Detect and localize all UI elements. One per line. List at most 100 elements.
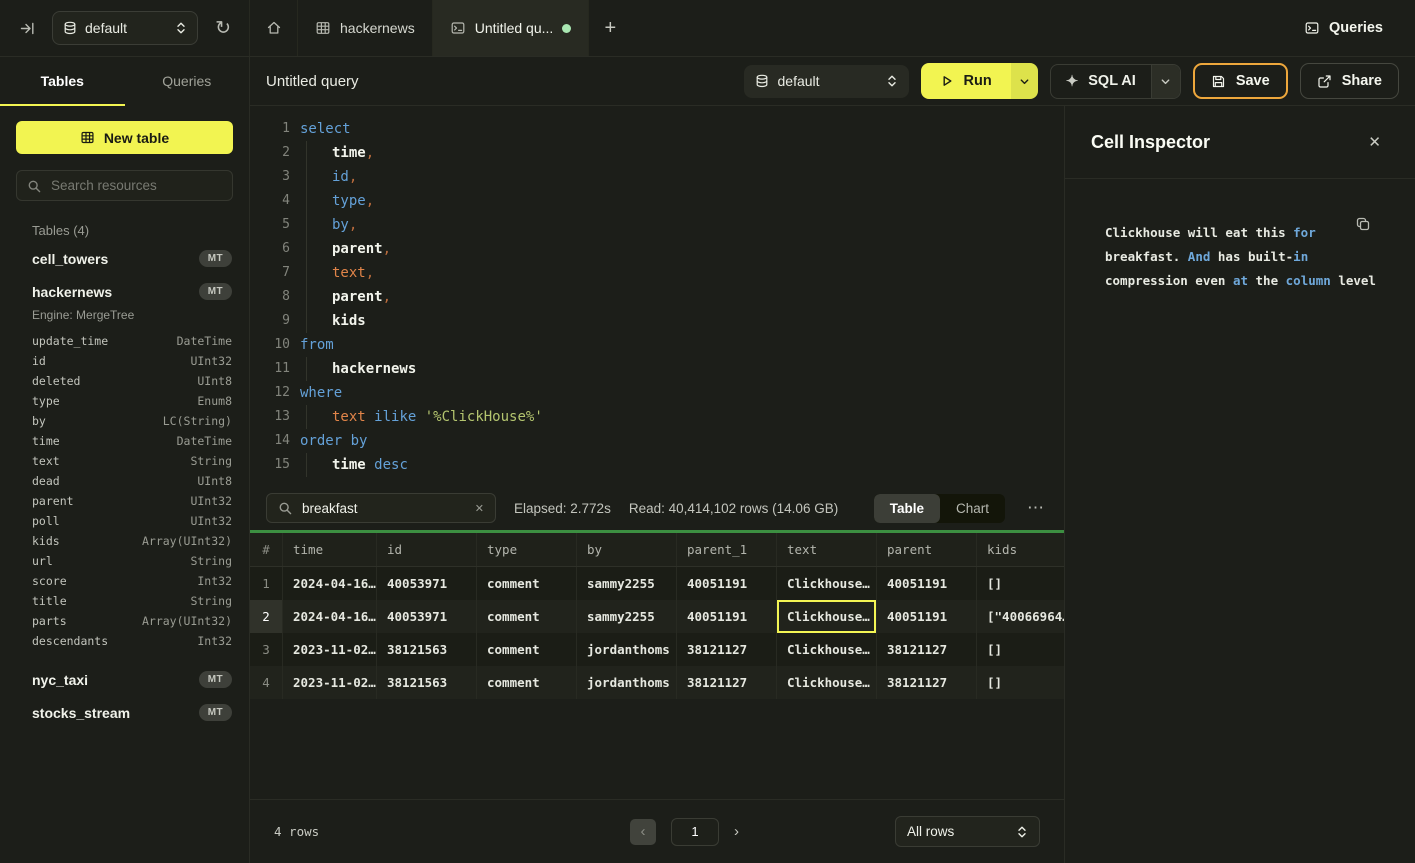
table-list-item-stocks_stream[interactable]: stocks_streamMT xyxy=(32,696,232,729)
table-column-row[interactable]: textString xyxy=(32,451,232,471)
table-column-row[interactable]: timeDateTime xyxy=(32,431,232,451)
sidebar-tab-queries[interactable]: Queries xyxy=(125,57,250,105)
new-table-button[interactable]: New table xyxy=(16,121,233,154)
grid-cell[interactable]: 40051191 xyxy=(877,600,977,633)
sql-ai-button[interactable]: ✦ SQL AI xyxy=(1051,65,1151,98)
previous-page-button[interactable]: ‹ xyxy=(630,819,656,845)
table-column-row[interactable]: titleString xyxy=(32,591,232,611)
grid-cell[interactable]: 40053971 xyxy=(377,567,477,600)
row-number-cell[interactable]: 1 xyxy=(250,567,283,600)
grid-header-cell[interactable]: parent_1 xyxy=(677,533,777,566)
editor-line-1[interactable]: 1select xyxy=(250,117,1064,141)
editor-line-6[interactable]: 6parent, xyxy=(250,237,1064,261)
copy-cell-button[interactable] xyxy=(1349,215,1377,233)
editor-line-13[interactable]: 13text ilike '%ClickHouse%' xyxy=(250,405,1064,429)
row-number-cell[interactable]: 2 xyxy=(250,600,283,633)
row-number-cell[interactable]: 4 xyxy=(250,666,283,699)
more-options-icon[interactable]: ⋯ xyxy=(1023,498,1048,518)
table-list-item-nyc_taxi[interactable]: nyc_taxiMT xyxy=(32,663,232,696)
grid-cell[interactable]: 2023-11-02… xyxy=(283,666,377,699)
refresh-button[interactable]: ↻ xyxy=(211,15,235,42)
grid-header-cell[interactable]: id xyxy=(377,533,477,566)
grid-cell[interactable]: Clickhouse… xyxy=(777,567,877,600)
table-column-row[interactable]: typeEnum8 xyxy=(32,391,232,411)
grid-cell[interactable]: comment xyxy=(477,567,577,600)
page-number-input[interactable] xyxy=(671,818,719,846)
editor-line-2[interactable]: 2time, xyxy=(250,141,1064,165)
table-list-item-hackernews[interactable]: hackernewsMT xyxy=(32,275,232,308)
grid-row[interactable]: 42023-11-02…38121563commentjordanthoms38… xyxy=(250,666,1064,699)
grid-cell[interactable]: comment xyxy=(477,633,577,666)
run-button[interactable]: Run xyxy=(921,63,1011,99)
table-column-row[interactable]: pollUInt32 xyxy=(32,511,232,531)
run-options-button[interactable] xyxy=(1011,63,1038,99)
editor-line-4[interactable]: 4type, xyxy=(250,189,1064,213)
table-column-row[interactable]: scoreInt32 xyxy=(32,571,232,591)
grid-cell[interactable]: sammy2255 xyxy=(577,600,677,633)
grid-cell[interactable]: sammy2255 xyxy=(577,567,677,600)
table-column-row[interactable]: idUInt32 xyxy=(32,351,232,371)
share-button[interactable]: Share xyxy=(1300,63,1399,99)
grid-cell[interactable]: Clickhouse… xyxy=(777,633,877,666)
editor-line-8[interactable]: 8parent, xyxy=(250,285,1064,309)
editor-line-7[interactable]: 7text, xyxy=(250,261,1064,285)
grid-cell[interactable]: 40051191 xyxy=(877,567,977,600)
table-column-row[interactable]: kidsArray(UInt32) xyxy=(32,531,232,551)
grid-cell[interactable]: jordanthoms xyxy=(577,633,677,666)
grid-cell[interactable]: jordanthoms xyxy=(577,666,677,699)
editor-line-3[interactable]: 3id, xyxy=(250,165,1064,189)
table-column-row[interactable]: byLC(String) xyxy=(32,411,232,431)
queries-button[interactable]: Queries xyxy=(1298,19,1389,37)
grid-cell[interactable]: Clickhouse… xyxy=(777,666,877,699)
tab-hackernews[interactable]: hackernews xyxy=(298,0,433,56)
table-column-row[interactable]: update_timeDateTime xyxy=(32,331,232,351)
next-page-button[interactable]: › xyxy=(734,823,739,840)
view-toggle-table[interactable]: Table xyxy=(874,494,940,523)
grid-row[interactable]: 12024-04-16…40053971commentsammy22554005… xyxy=(250,567,1064,600)
table-column-row[interactable]: deletedUInt8 xyxy=(32,371,232,391)
grid-header-cell[interactable]: type xyxy=(477,533,577,566)
grid-header-cell[interactable]: # xyxy=(250,533,283,566)
editor-line-10[interactable]: 10from xyxy=(250,333,1064,357)
grid-cell[interactable]: [] xyxy=(977,633,1064,666)
grid-header-cell[interactable]: parent xyxy=(877,533,977,566)
clear-search-icon[interactable]: ✕ xyxy=(475,502,484,515)
table-list-item-cell_towers[interactable]: cell_towersMT xyxy=(32,242,232,275)
table-column-row[interactable]: descendantsInt32 xyxy=(32,631,232,651)
new-tab-button[interactable]: + xyxy=(589,0,631,56)
grid-cell[interactable]: comment xyxy=(477,600,577,633)
grid-cell[interactable]: 38121127 xyxy=(877,666,977,699)
grid-header-cell[interactable]: time xyxy=(283,533,377,566)
grid-cell[interactable]: ["40066964… xyxy=(977,600,1064,633)
grid-cell[interactable]: 38121127 xyxy=(677,633,777,666)
grid-header-cell[interactable]: by xyxy=(577,533,677,566)
grid-cell[interactable]: Clickhouse… xyxy=(777,600,877,633)
grid-cell[interactable]: 2024-04-16… xyxy=(283,567,377,600)
grid-cell[interactable]: 2023-11-02… xyxy=(283,633,377,666)
grid-cell[interactable]: [] xyxy=(977,666,1064,699)
grid-cell[interactable]: 40051191 xyxy=(677,567,777,600)
grid-cell[interactable]: 38121563 xyxy=(377,666,477,699)
topbar-database-selector[interactable]: default xyxy=(52,11,198,45)
editor-line-15[interactable]: 15time desc xyxy=(250,453,1064,477)
page-size-selector[interactable]: All rows xyxy=(895,816,1040,847)
grid-cell[interactable]: 40053971 xyxy=(377,600,477,633)
editor-line-14[interactable]: 14order by xyxy=(250,429,1064,453)
grid-cell[interactable]: 38121127 xyxy=(677,666,777,699)
grid-cell[interactable]: 2024-04-16… xyxy=(283,600,377,633)
sql-ai-options-button[interactable] xyxy=(1151,65,1180,98)
table-column-row[interactable]: partsArray(UInt32) xyxy=(32,611,232,631)
resource-search-input[interactable] xyxy=(49,177,222,194)
sidebar-collapse-button[interactable] xyxy=(16,17,39,40)
save-button[interactable]: Save xyxy=(1193,63,1288,99)
grid-cell[interactable]: 40051191 xyxy=(677,600,777,633)
editor-line-11[interactable]: 11hackernews xyxy=(250,357,1064,381)
grid-cell[interactable]: 38121127 xyxy=(877,633,977,666)
tab-home[interactable] xyxy=(250,0,298,56)
table-column-row[interactable]: urlString xyxy=(32,551,232,571)
editor-line-12[interactable]: 12where xyxy=(250,381,1064,405)
grid-cell[interactable]: comment xyxy=(477,666,577,699)
grid-cell[interactable]: 38121563 xyxy=(377,633,477,666)
grid-header-cell[interactable]: kids xyxy=(977,533,1064,566)
sql-editor[interactable]: 1select2time,3id,4type,5by,6parent,7text… xyxy=(250,106,1064,486)
